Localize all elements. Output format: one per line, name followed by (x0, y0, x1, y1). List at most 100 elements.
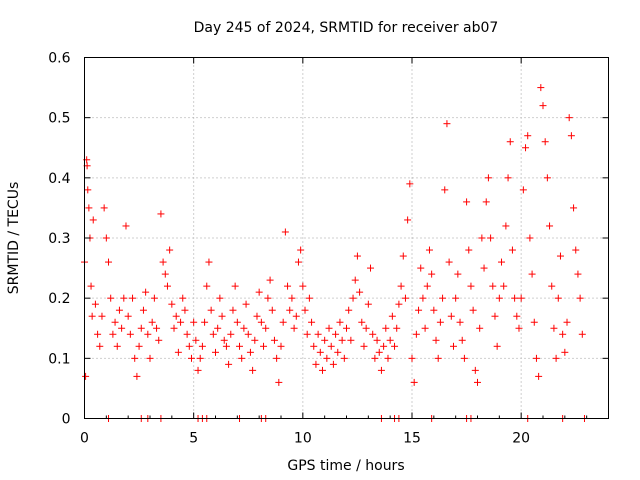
data-point (301, 306, 309, 314)
data-point (471, 366, 479, 374)
data-point (246, 348, 254, 356)
data-point (163, 282, 171, 290)
y-tick-label: 0.2 (48, 291, 70, 307)
data-point (399, 252, 407, 260)
data-point (126, 330, 134, 338)
data-point (476, 324, 484, 332)
data-point (478, 234, 486, 242)
data-point (172, 312, 180, 320)
data-point (487, 234, 495, 242)
data-point (574, 270, 582, 278)
data-point (578, 330, 586, 338)
data-point (535, 372, 543, 380)
data-point (159, 258, 167, 266)
data-point (373, 336, 381, 344)
data-point (135, 342, 143, 350)
data-point (118, 324, 126, 332)
data-point (179, 294, 187, 302)
data-point (474, 378, 481, 386)
data-point (91, 300, 99, 308)
data-point (257, 318, 265, 326)
data-point (513, 312, 521, 320)
y-tick-label: 0.5 (48, 111, 70, 127)
data-point (174, 348, 182, 356)
data-point (131, 354, 139, 362)
data-point (449, 342, 457, 350)
data-point (388, 312, 396, 320)
data-point (316, 348, 324, 356)
data-point (185, 342, 193, 350)
data-point (238, 354, 246, 362)
data-point (212, 348, 219, 356)
data-point (82, 372, 90, 380)
data-point (153, 324, 161, 332)
data-point (260, 342, 268, 350)
data-point (233, 318, 241, 326)
data-point (412, 330, 420, 338)
data-point (157, 210, 165, 218)
data-point (395, 300, 403, 308)
x-tick-label: 0 (80, 431, 89, 447)
data-point (519, 186, 527, 194)
data-point (115, 306, 123, 314)
data-point (244, 330, 252, 338)
data-point (181, 306, 189, 314)
data-point (297, 246, 305, 254)
data-point (458, 336, 466, 344)
data-point (410, 378, 418, 386)
data-point (439, 294, 447, 302)
data-point (286, 306, 294, 314)
data-point (498, 258, 506, 266)
y-tick-label: 0 (62, 412, 71, 428)
axis-ticks: 0 0.1 0.2 0.3 0.4 0.5 0.6 0 5 10 15 20 (48, 51, 609, 447)
data-point (240, 324, 248, 332)
data-point (194, 366, 202, 374)
data-point (216, 294, 224, 302)
data-point (266, 276, 274, 284)
data-point (312, 360, 320, 368)
data-point (415, 306, 423, 314)
data-point (113, 342, 121, 350)
data-point (491, 312, 499, 320)
data-point (89, 216, 97, 224)
data-point (515, 324, 523, 332)
data-point (334, 348, 342, 356)
data-point (423, 282, 431, 290)
data-point (323, 354, 331, 362)
data-point (517, 294, 525, 302)
y-axis-label: SRMTID / TECUs (6, 182, 22, 295)
data-point (198, 342, 206, 350)
data-point (268, 306, 276, 314)
chart-title: Day 245 of 2024, SRMTID for receiver ab0… (194, 20, 499, 36)
data-point (559, 330, 567, 338)
data-point (360, 342, 368, 350)
data-point (329, 360, 337, 368)
data-point (356, 288, 364, 296)
data-point (87, 282, 95, 290)
data-point (419, 294, 427, 302)
data-point (177, 318, 185, 326)
data-point (227, 330, 235, 338)
data-point (386, 336, 394, 344)
data-point (358, 318, 366, 326)
data-point (384, 354, 392, 362)
x-tick-label: 20 (512, 431, 530, 447)
data-point (84, 186, 92, 194)
data-point (443, 120, 451, 128)
data-point (275, 378, 283, 386)
data-point (332, 330, 340, 338)
data-point (393, 324, 401, 332)
data-point (124, 312, 132, 320)
data-point (493, 342, 501, 350)
data-point (303, 330, 311, 338)
data-point (251, 336, 259, 344)
data-point (570, 204, 578, 212)
data-point (428, 270, 436, 278)
data-point (506, 138, 514, 146)
data-point (484, 174, 492, 182)
data-point (338, 336, 346, 344)
data-point (100, 204, 108, 212)
data-point (96, 342, 104, 350)
data-point (432, 336, 440, 344)
